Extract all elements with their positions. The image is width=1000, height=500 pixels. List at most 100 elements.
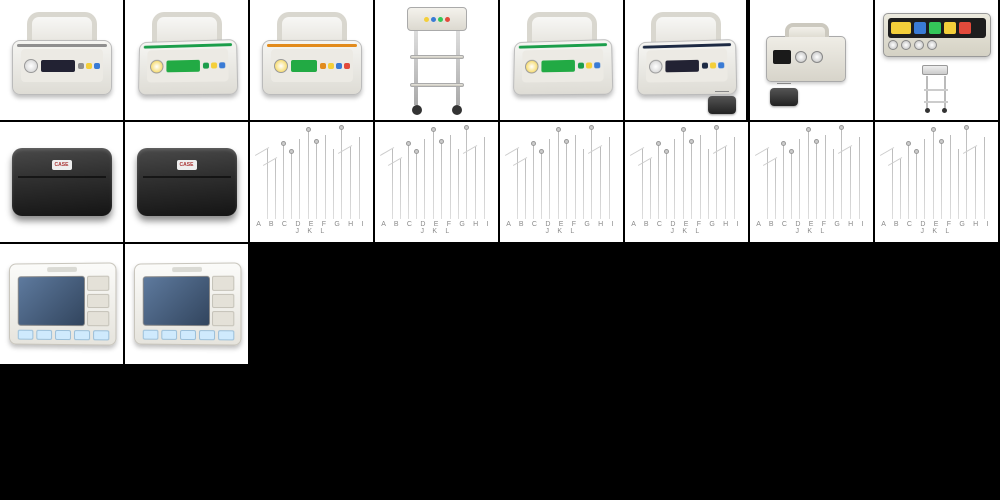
electrode-set: A B C D E F G H I J K L — [753, 123, 871, 241]
esu-control-panel — [271, 49, 353, 82]
monitor-side-controls — [212, 276, 234, 327]
product-cell-electrodes[interactable]: A B C D E F G H I J K L — [750, 122, 875, 244]
electrode-set: A B C D E F G H I J K L — [878, 123, 996, 241]
electrode-rod — [541, 153, 542, 219]
product-cell-monitor[interactable] — [0, 244, 125, 366]
wide-panel-led — [959, 22, 971, 34]
electrode-rod — [575, 135, 576, 219]
electrode-rod — [658, 145, 659, 219]
cart-unit-led — [445, 17, 450, 22]
electrode-rod — [725, 147, 726, 219]
monitor-side-controls — [87, 276, 109, 327]
mini-cart — [922, 65, 950, 113]
empty-cell — [875, 366, 1000, 488]
esu-knob — [274, 59, 288, 73]
electrode-index-labels: A B C D E F G H I J K L — [378, 221, 496, 235]
monitor-button — [73, 330, 89, 340]
product-cell-electrodes[interactable]: A B C D E F G H I J K L — [500, 122, 625, 244]
case-brand-label: CASE — [177, 160, 197, 170]
esu-body — [636, 39, 736, 95]
electrode-rod — [816, 143, 817, 219]
product-cell-electrodes[interactable]: A B C D E F G H I J K L — [375, 122, 500, 244]
esu-control-panel — [21, 49, 103, 82]
electrode-rod — [966, 129, 967, 219]
electrode-tip — [839, 125, 844, 130]
product-cell-case[interactable]: CASE — [125, 122, 250, 244]
cart-wheel — [452, 105, 462, 115]
wide-knob — [914, 40, 924, 50]
product-cell-wide-unit[interactable] — [875, 0, 1000, 122]
wide-esu — [883, 13, 991, 57]
electrode-rod — [708, 149, 709, 219]
product-cell-electrodes[interactable]: A B C D E F G H I J K L — [625, 122, 750, 244]
monitor-handle — [172, 267, 202, 272]
wide-panel — [888, 18, 986, 38]
electrosurgical-unit — [636, 10, 736, 110]
product-cell-esu[interactable] — [0, 0, 125, 122]
product-cell-esu[interactable] — [625, 0, 750, 122]
electrode-tip — [664, 149, 669, 154]
compact-display — [773, 50, 791, 64]
cart-top-unit — [407, 7, 467, 31]
monitor-bottom-buttons — [142, 330, 234, 341]
cart-pole — [414, 31, 418, 105]
wide-panel-led — [914, 22, 926, 34]
electrode-rod — [600, 147, 601, 219]
monitor-body — [134, 262, 241, 345]
electrode-rod — [775, 159, 776, 219]
esu-mode-button — [210, 62, 216, 68]
electrode-rod — [791, 153, 792, 219]
electrode-tip — [531, 141, 536, 146]
electrode-rod — [716, 129, 717, 219]
electrode-tip — [806, 127, 811, 132]
electrode-tip — [589, 125, 594, 130]
electrosurgical-unit — [262, 10, 362, 110]
electrode-rod — [916, 153, 917, 219]
mini-cart-shelf — [924, 89, 948, 91]
esu-button-row — [320, 63, 350, 69]
electrode-rod — [799, 139, 800, 219]
compact-knob — [811, 51, 823, 63]
electrode-rod — [950, 135, 951, 219]
electrode-rod — [767, 149, 768, 219]
electrode-set: A B C D E F G H I J K L — [253, 123, 371, 241]
electrode-rod — [424, 139, 425, 219]
monitor-button — [142, 330, 158, 340]
product-cell-electrodes[interactable]: A B C D E F G H I J K L — [250, 122, 375, 244]
electrode-rod — [683, 131, 684, 219]
electrode-tip — [939, 139, 944, 144]
wide-panel-led — [891, 22, 911, 34]
product-cell-monitor[interactable] — [125, 244, 250, 366]
empty-cell — [375, 244, 500, 366]
esu-control-panel — [521, 48, 603, 82]
product-cell-esu[interactable] — [250, 0, 375, 122]
electrode-rod — [666, 153, 667, 219]
product-cell-cart[interactable] — [375, 0, 500, 122]
electrode-rod — [291, 153, 292, 219]
esu-mode-button — [594, 62, 600, 68]
esu-display — [291, 60, 317, 72]
product-cell-electrodes[interactable]: A B C D E F G H I J K L — [875, 122, 1000, 244]
mini-cart-wheel — [925, 108, 930, 113]
monitor-button — [180, 330, 196, 340]
wide-lower-knobs — [888, 40, 986, 52]
empty-cell — [875, 244, 1000, 366]
empty-cell — [250, 244, 375, 366]
electrode-rod — [466, 129, 467, 219]
product-cell-esu[interactable] — [125, 0, 250, 122]
electrode-rod — [841, 129, 842, 219]
esu-accent-strip — [267, 44, 357, 47]
electrode-tip — [564, 139, 569, 144]
case-brand-label: CASE — [52, 160, 72, 170]
electrode-rod — [400, 159, 401, 219]
product-cell-case[interactable]: CASE — [0, 122, 125, 244]
product-cell-esu[interactable] — [500, 0, 625, 122]
product-cell-compact-unit[interactable] — [750, 0, 875, 122]
monitor-bottom-buttons — [17, 330, 109, 341]
electrode-rod — [359, 137, 360, 219]
electrode-rod — [450, 135, 451, 219]
electrode-rod — [958, 149, 959, 219]
esu-display — [41, 60, 75, 72]
empty-cell — [250, 366, 375, 488]
electrode-rod — [558, 131, 559, 219]
